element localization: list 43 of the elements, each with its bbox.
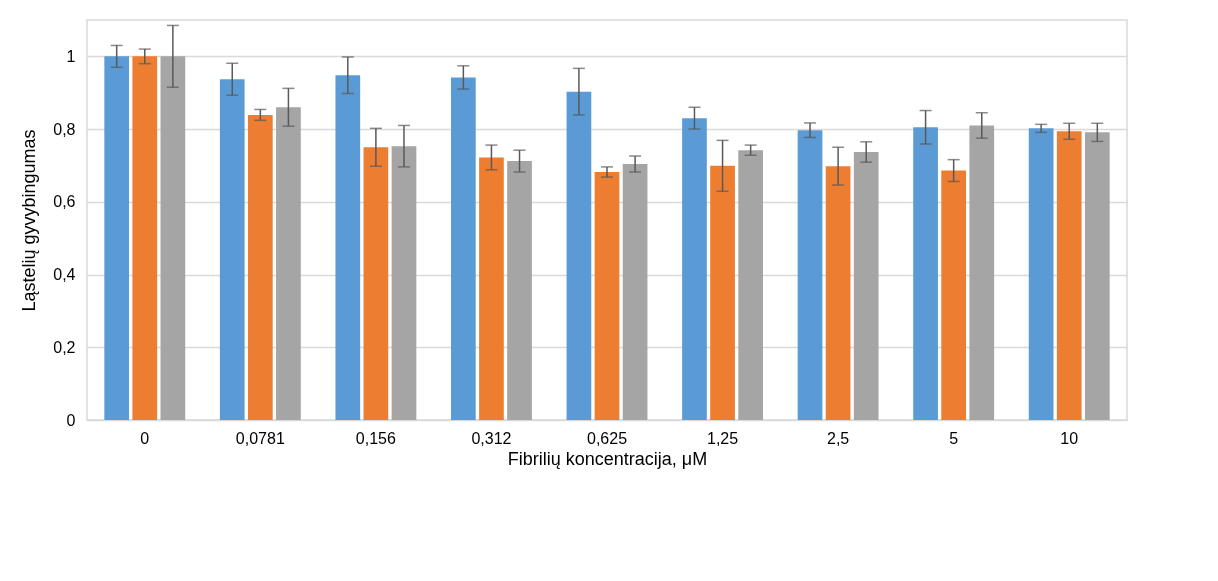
bar	[507, 161, 532, 420]
x-tick-label: 0,0781	[235, 429, 285, 447]
y-tick-label: 1	[66, 47, 76, 65]
y-tick-label: 0,8	[53, 120, 76, 138]
bar	[104, 56, 130, 420]
bar	[622, 164, 648, 420]
bar	[738, 150, 763, 420]
bar	[1084, 132, 1110, 420]
y-tick-label: 0,2	[53, 338, 76, 356]
bar	[825, 166, 851, 420]
bar	[797, 130, 823, 420]
x-tick-label: 0,156	[355, 429, 397, 447]
bar	[276, 107, 301, 420]
bar	[219, 79, 245, 420]
y-tick-label: 0,4	[53, 266, 76, 284]
bar	[160, 56, 186, 420]
bar	[1056, 131, 1082, 420]
bar	[969, 125, 995, 420]
x-tick-label: 10	[1060, 429, 1079, 447]
bar	[132, 56, 158, 420]
bar	[710, 165, 735, 420]
bar	[853, 152, 879, 420]
x-tick-label: 0,312	[471, 429, 512, 447]
y-axis-title: Ląstelių gyvybingumas	[19, 129, 40, 312]
bar	[913, 127, 938, 420]
bar	[941, 170, 967, 420]
bar	[451, 77, 476, 420]
bar	[479, 157, 504, 420]
bar	[594, 172, 620, 420]
x-tick-label: 0,625	[586, 429, 628, 447]
x-axis-title: Fibrilių koncentracija, μM	[507, 448, 708, 469]
x-tick-label: 5	[949, 429, 959, 447]
bar	[363, 147, 389, 420]
bar	[247, 114, 273, 420]
x-tick-label: 2,5	[826, 429, 850, 447]
x-tick-label: 0	[140, 429, 150, 447]
y-tick-label: 0	[66, 411, 76, 429]
y-tick-label: 0,6	[53, 193, 76, 211]
bar	[391, 146, 417, 420]
bar	[566, 91, 592, 420]
bar	[335, 75, 361, 420]
x-tick-label: 1,25	[706, 429, 739, 447]
bar	[682, 118, 707, 420]
